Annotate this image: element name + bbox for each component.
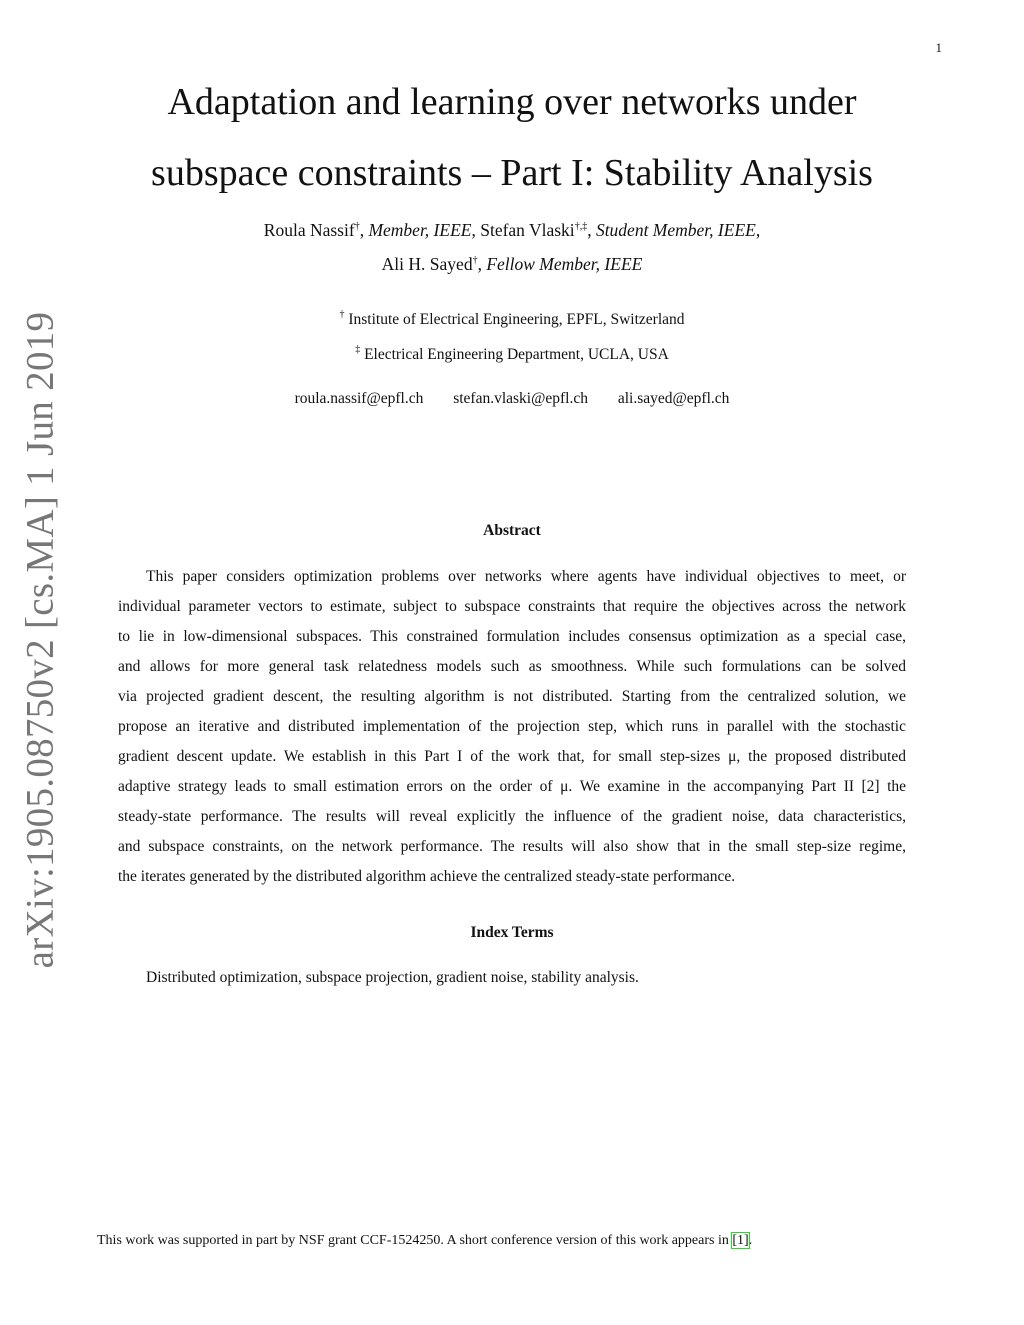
affil-mark: † (339, 309, 345, 320)
abstract-line: and subspace constraints, on the network… (118, 838, 906, 855)
email: roula.nassif@epfl.ch (294, 390, 424, 407)
affil-mark: † (472, 255, 478, 266)
abstract-line: to lie in low-dimensional subspaces. Thi… (118, 628, 906, 645)
citation-link[interactable]: [1] (731, 1232, 750, 1249)
abstract-line: the iterates generated by the distribute… (118, 868, 736, 885)
affil-mark: †,‡ (574, 221, 588, 232)
footnote-text: This work was supported in part by NSF g… (97, 1233, 733, 1248)
author-name: Roula Nassif (263, 220, 355, 240)
affiliation-text: Institute of Electrical Engineering, EPF… (348, 311, 685, 328)
email: stefan.vlaski@epfl.ch (453, 390, 588, 407)
author-role: Member, IEEE (368, 220, 472, 240)
arxiv-stamp: arXiv:1905.08750v2 [cs.MA] 1 Jun 2019 (18, 311, 62, 969)
author-name: Ali H. Sayed (381, 254, 473, 274)
abstract-line: This paper considers optimization proble… (146, 568, 906, 585)
index-terms-text: Distributed optimization, subspace proje… (146, 969, 639, 986)
abstract-line: steady-state performance. The results wi… (118, 808, 906, 825)
footnote: This work was supported in part by NSF g… (97, 1232, 753, 1249)
affil-mark: † (354, 221, 360, 232)
index-terms-heading: Index Terms (470, 924, 554, 941)
abstract-line: individual parameter vectors to estimate… (118, 598, 906, 615)
title-line-2: subspace constraints – Part I: Stability… (151, 152, 873, 194)
emails: roula.nassif@epfl.ch stefan.vlaski@epfl.… (0, 390, 1024, 408)
abstract-line: propose an iterative and distributed imp… (118, 718, 906, 735)
affil-mark: ‡ (355, 344, 361, 355)
author-role: Fellow Member, IEEE (486, 254, 643, 274)
affiliation: ‡ Electrical Engineering Department, UCL… (0, 344, 1024, 364)
authors-line-2: Ali H. Sayed†, Fellow Member, IEEE (381, 254, 643, 274)
abstract-line: via projected gradient descent, the resu… (118, 688, 906, 705)
author-name: Stefan Vlaski (480, 220, 575, 240)
page-number: 1 (935, 40, 943, 55)
authors-line-1: Roula Nassif†, Member, IEEE, Stefan Vlas… (263, 220, 761, 240)
email: ali.sayed@epfl.ch (617, 390, 730, 407)
footnote-end: . (748, 1233, 753, 1248)
abstract-line: gradient descent update. We establish in… (118, 748, 906, 765)
affiliation: † Institute of Electrical Engineering, E… (0, 309, 1024, 329)
author-role: Student Member, IEEE (595, 220, 756, 240)
abstract-heading: Abstract (483, 522, 541, 539)
abstract-body: This paper considers optimization proble… (118, 567, 906, 897)
affiliation-text: Electrical Engineering Department, UCLA,… (364, 346, 669, 363)
abstract-line: and allows for more general task related… (118, 658, 906, 675)
abstract-line: adaptive strategy leads to small estimat… (118, 778, 906, 795)
title-line-1: Adaptation and learning over networks un… (167, 81, 857, 123)
